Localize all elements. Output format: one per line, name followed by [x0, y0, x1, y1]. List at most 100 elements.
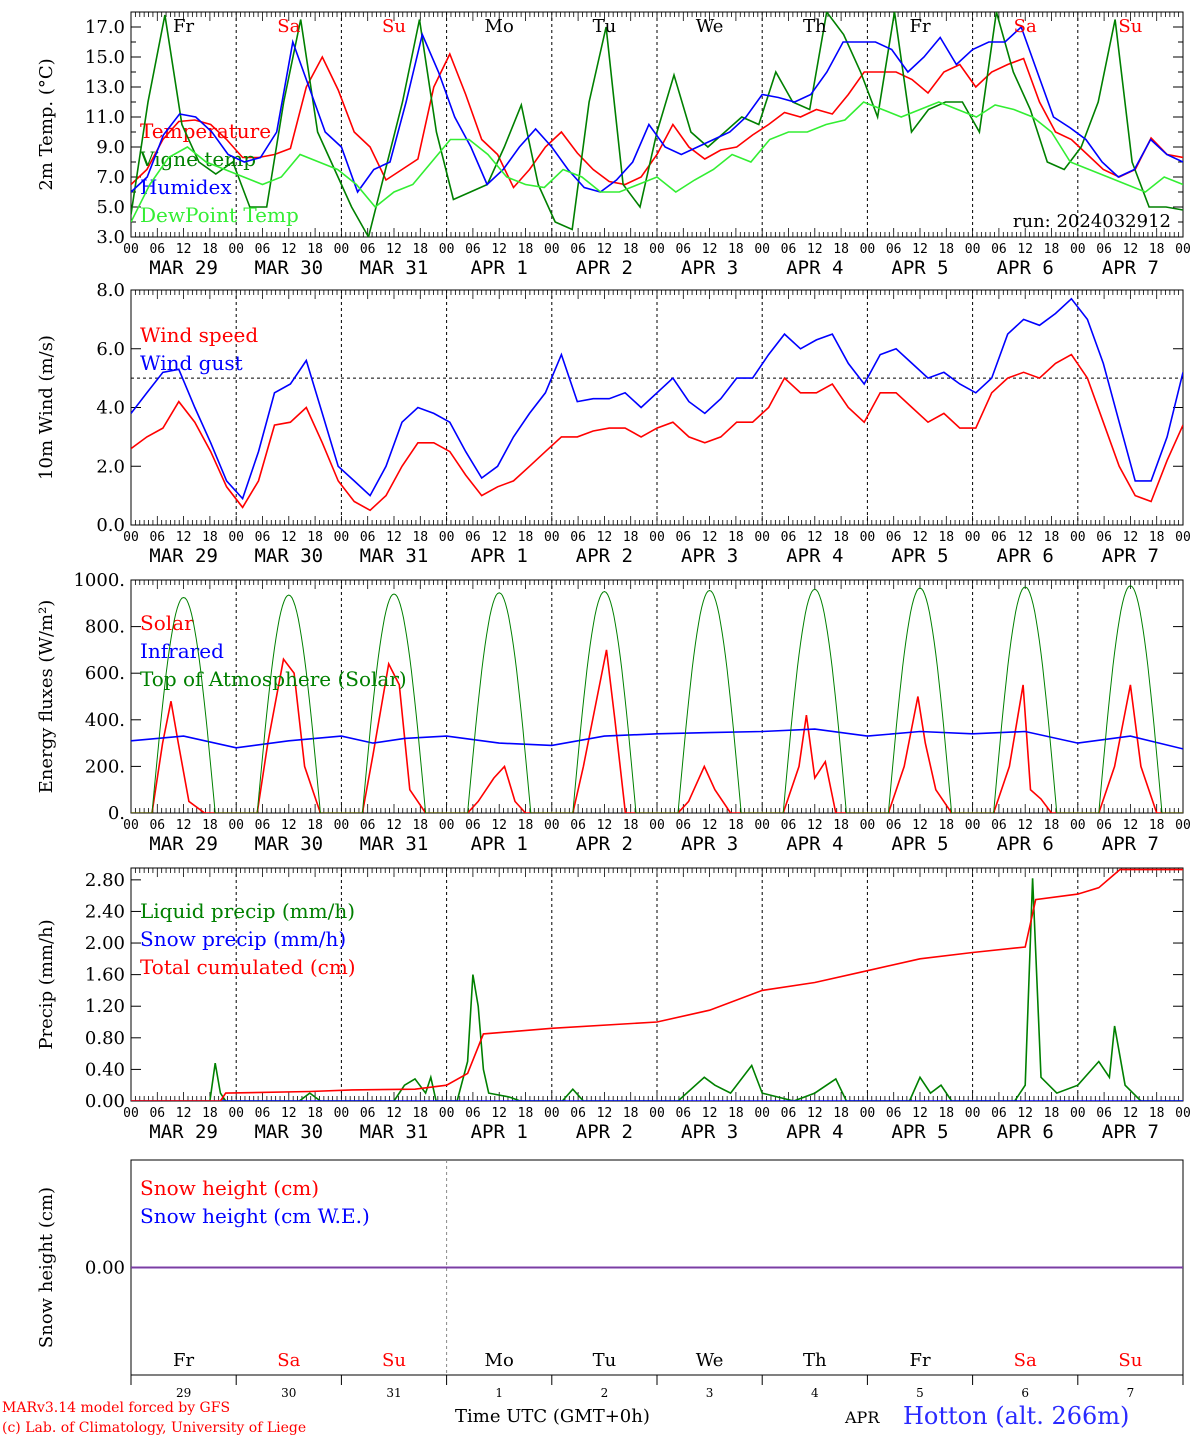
date-tick-label: APR 3	[681, 833, 738, 855]
hour-tick-label: 06	[255, 242, 271, 257]
hour-tick-label: 12	[281, 1106, 297, 1121]
hour-tick-label: 06	[991, 530, 1007, 545]
date-tick-label: APR 4	[786, 1121, 843, 1143]
hour-tick-label: 12	[807, 818, 823, 833]
day-name-label: Sa	[277, 16, 300, 37]
date-tick-label: APR 3	[681, 1121, 738, 1143]
hour-tick-label: 18	[728, 242, 744, 257]
day-name-label: Su	[1118, 16, 1142, 37]
series-line-infrared	[131, 728, 1183, 750]
day-name-label: Tu	[593, 1350, 617, 1371]
hour-tick-label: 06	[149, 242, 165, 257]
date-tick-label: APR 5	[891, 833, 948, 855]
hour-tick-label: 12	[912, 1106, 928, 1121]
hour-tick-label: 18	[518, 1106, 534, 1121]
hour-tick-label: 00	[334, 1106, 350, 1121]
day-number-label: 31	[386, 1386, 401, 1400]
y-tick-label: 0.40	[85, 1059, 125, 1080]
day-number-label: 1	[495, 1386, 503, 1400]
day-name-label: Sa	[1014, 16, 1037, 37]
date-tick-label: APR 4	[786, 833, 843, 855]
y-tick-label: 3.0	[96, 227, 125, 248]
day-name-label: Mo	[485, 1350, 514, 1371]
hour-tick-label: 18	[1044, 530, 1060, 545]
hour-tick-label: 18	[1044, 1106, 1060, 1121]
y-tick-label: 400.	[85, 710, 125, 731]
series-line-wind-speed	[131, 353, 1183, 512]
hour-tick-label: 00	[123, 1106, 139, 1121]
series-line-humidex	[131, 25, 1183, 194]
hour-tick-label: 18	[938, 818, 954, 833]
legend-entry: Liquid precip (mm/h)	[140, 899, 355, 923]
date-tick-label: APR 1	[471, 1121, 528, 1143]
date-tick-label: APR 3	[681, 545, 738, 567]
hour-tick-label: 06	[149, 1106, 165, 1121]
date-tick-label: MAR 30	[254, 833, 323, 855]
hour-tick-label: 06	[1096, 530, 1112, 545]
hour-tick-label: 00	[965, 242, 981, 257]
legend-entry: Wind speed	[140, 323, 258, 347]
hour-tick-label: 06	[675, 1106, 691, 1121]
y-axis-label: 10m Wind (m/s)	[36, 335, 57, 480]
hour-tick-label: 12	[702, 1106, 718, 1121]
series-line-wind-gust	[131, 297, 1183, 501]
date-tick-label: APR 7	[1102, 833, 1159, 855]
y-tick-label: 600.	[85, 663, 125, 684]
day-name-label: Th	[803, 16, 827, 37]
hour-tick-label: 12	[597, 818, 613, 833]
date-tick-label: APR 3	[681, 257, 738, 279]
y-tick-label: 0.00	[85, 1091, 125, 1112]
date-tick-label: APR 4	[786, 257, 843, 279]
y-tick-label: 6.0	[96, 339, 125, 360]
hour-tick-label: 12	[281, 818, 297, 833]
day-name-label: Sa	[1014, 1350, 1037, 1371]
hour-tick-label: 18	[307, 818, 323, 833]
hour-tick-label: 18	[728, 530, 744, 545]
date-tick-label: APR 6	[997, 1121, 1054, 1143]
hour-tick-label: 06	[360, 242, 376, 257]
hour-tick-label: 12	[1017, 818, 1033, 833]
hour-tick-label: 12	[702, 818, 718, 833]
hour-tick-label: 00	[860, 242, 876, 257]
hour-tick-label: 00	[544, 818, 560, 833]
hour-tick-label: 00	[1070, 530, 1086, 545]
hour-tick-label: 12	[386, 530, 402, 545]
hour-tick-label: 18	[307, 530, 323, 545]
day-name-label: Sa	[277, 1350, 300, 1371]
hour-tick-label: 00	[649, 1106, 665, 1121]
hour-tick-label: 18	[938, 1106, 954, 1121]
hour-tick-label: 00	[649, 242, 665, 257]
day-number-label: 5	[916, 1386, 924, 1400]
date-tick-label: APR 6	[997, 545, 1054, 567]
hour-tick-label: 18	[728, 1106, 744, 1121]
y-tick-label: 9.0	[96, 137, 125, 158]
y-tick-label: 0.80	[85, 1028, 125, 1049]
hour-tick-label: 18	[412, 818, 428, 833]
hour-tick-label: 12	[386, 242, 402, 257]
hour-tick-label: 06	[781, 818, 797, 833]
hour-tick-label: 00	[544, 242, 560, 257]
hour-tick-label: 12	[702, 242, 718, 257]
day-name-label: Su	[382, 16, 406, 37]
day-number-label: 3	[706, 1386, 714, 1400]
hour-tick-label: 06	[570, 530, 586, 545]
date-tick-label: APR 2	[576, 545, 633, 567]
y-tick-label: 0.	[108, 803, 125, 824]
hour-tick-label: 06	[781, 530, 797, 545]
series-line-total-cumulated-cm-	[131, 868, 1183, 1101]
hour-tick-label: 18	[1149, 530, 1165, 545]
y-tick-label: 7.0	[96, 167, 125, 188]
hour-tick-label: 12	[1123, 530, 1139, 545]
hour-tick-label: 00	[1175, 530, 1191, 545]
legend-entry: Top of Atmosphere (Solar)	[140, 667, 407, 691]
y-tick-label: 800.	[85, 617, 125, 638]
hour-tick-label: 12	[281, 242, 297, 257]
hour-tick-label: 18	[938, 530, 954, 545]
date-tick-label: MAR 30	[254, 1121, 323, 1143]
hour-tick-label: 06	[1096, 818, 1112, 833]
hour-tick-label: 12	[702, 530, 718, 545]
hour-tick-label: 06	[1096, 1106, 1112, 1121]
hour-tick-label: 00	[1175, 242, 1191, 257]
hour-tick-label: 12	[807, 530, 823, 545]
